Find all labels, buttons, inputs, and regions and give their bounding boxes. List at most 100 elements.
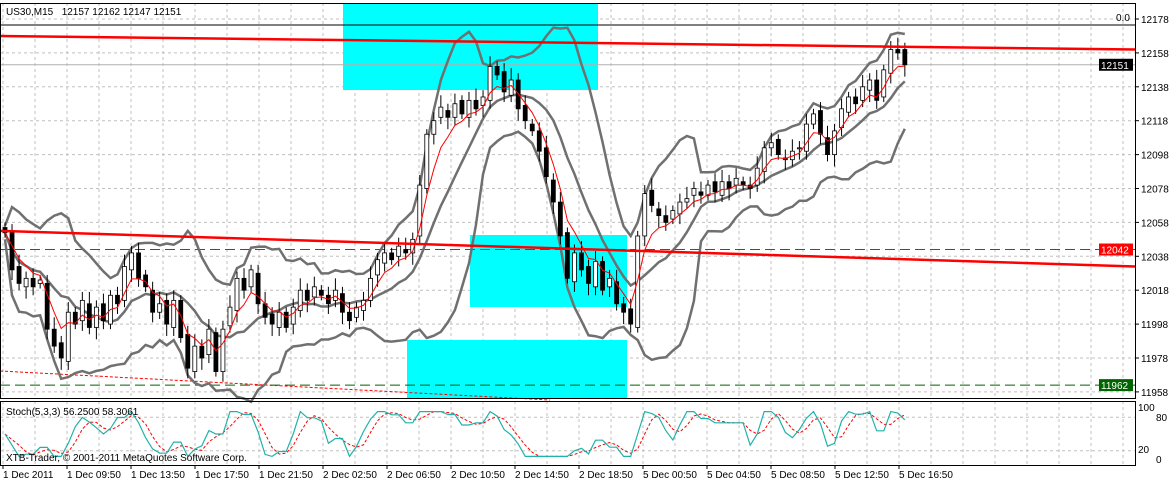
highlight-zone bbox=[407, 340, 627, 398]
candle-body bbox=[452, 103, 458, 118]
candle-body bbox=[895, 49, 901, 54]
candle-body bbox=[129, 252, 134, 271]
candle-body bbox=[874, 79, 880, 101]
candle-body bbox=[438, 106, 444, 118]
price-tick-label: 12058 bbox=[1141, 218, 1169, 229]
candle-body bbox=[494, 66, 500, 76]
candle-body bbox=[93, 306, 99, 328]
candle-body bbox=[860, 86, 866, 101]
candle-body bbox=[220, 328, 226, 372]
candle-body bbox=[16, 266, 22, 284]
candle-body bbox=[712, 181, 718, 193]
candle-body bbox=[403, 249, 409, 254]
candle-body bbox=[227, 306, 233, 327]
candle-body bbox=[832, 130, 837, 155]
time-tick-label: 2 Dec 02:50 bbox=[323, 470, 377, 481]
candle-body bbox=[431, 120, 437, 135]
price-tick-label: 12038 bbox=[1141, 252, 1169, 263]
price-tick-label: 12098 bbox=[1141, 151, 1169, 162]
candle-body bbox=[459, 99, 465, 115]
candle-body bbox=[44, 283, 50, 330]
candle-body bbox=[501, 71, 507, 93]
time-tick-label: 5 Dec 16:50 bbox=[899, 470, 953, 481]
candle-body bbox=[572, 252, 577, 283]
price-tag-label: 11962 bbox=[1101, 381, 1129, 392]
stoch-label: Stoch(5,3,3) 56.2500 58.3061 bbox=[6, 407, 139, 418]
candle-body bbox=[417, 184, 423, 237]
candle-body bbox=[283, 311, 289, 328]
price-tick-label: 12158 bbox=[1141, 49, 1169, 60]
candle-body bbox=[600, 260, 605, 291]
bollinger-upper bbox=[3, 26, 906, 287]
candle-body bbox=[157, 303, 163, 313]
candle-body bbox=[614, 281, 620, 305]
price-tag-label: 12151 bbox=[1101, 61, 1129, 72]
candle-body bbox=[51, 328, 57, 347]
candle-body bbox=[136, 252, 141, 279]
candle-body bbox=[234, 277, 240, 311]
price-tick-label: 12138 bbox=[1141, 83, 1169, 94]
candle-body bbox=[9, 232, 15, 271]
symbol-label: US30,M15 bbox=[6, 7, 54, 18]
candle-body bbox=[607, 277, 612, 288]
candle-body bbox=[649, 189, 655, 206]
time-tick-label: 1 Dec 09:50 bbox=[67, 470, 121, 481]
candle-body bbox=[853, 96, 859, 105]
candle-body bbox=[888, 49, 894, 74]
candle-body bbox=[565, 232, 570, 279]
time-tick-label: 5 Dec 00:50 bbox=[643, 470, 697, 481]
candle-body bbox=[354, 306, 359, 318]
fibo-label: 0.0 bbox=[1116, 13, 1130, 24]
candle-body bbox=[58, 342, 64, 359]
candle-body bbox=[382, 252, 388, 264]
trendlines bbox=[0, 34, 1136, 268]
stoch-level-label: 20 bbox=[1138, 445, 1150, 456]
candle-body bbox=[424, 133, 430, 189]
candle-body bbox=[579, 252, 584, 271]
candle-body bbox=[550, 179, 556, 203]
candle-body bbox=[248, 269, 254, 288]
candle-body bbox=[726, 181, 732, 189]
price-tag bbox=[1099, 58, 1133, 71]
candle-body bbox=[804, 123, 809, 152]
candle-body bbox=[480, 96, 486, 106]
candle-body bbox=[255, 272, 261, 305]
time-tick-label: 2 Dec 10:50 bbox=[451, 470, 505, 481]
candle-body bbox=[396, 245, 402, 257]
stoch-main-line bbox=[4, 410, 906, 458]
candle-body bbox=[522, 105, 528, 122]
price-tick-label: 11978 bbox=[1141, 354, 1169, 365]
candle-body bbox=[705, 184, 711, 196]
candle-body bbox=[628, 308, 634, 325]
candle-body bbox=[867, 79, 873, 91]
price-tag-label: 12042 bbox=[1101, 246, 1129, 257]
candle-body bbox=[115, 294, 120, 305]
price-tick-label: 11998 bbox=[1141, 320, 1169, 331]
price-tick-label: 12018 bbox=[1141, 286, 1169, 297]
time-tick-label: 1 Dec 13:50 bbox=[131, 470, 185, 481]
stoch-level-label: 80 bbox=[1156, 413, 1168, 424]
moving-average-line bbox=[4, 65, 905, 352]
candle-body bbox=[150, 289, 156, 313]
candle-body bbox=[740, 181, 746, 186]
price-tick-label: 12178 bbox=[1141, 15, 1169, 26]
candle-body bbox=[733, 177, 739, 186]
candle-body bbox=[529, 123, 535, 132]
trendline-2 bbox=[0, 229, 1136, 268]
price-tag bbox=[1099, 379, 1133, 392]
candle-body bbox=[642, 193, 648, 237]
candle-body bbox=[811, 113, 816, 125]
candle-body bbox=[185, 333, 191, 369]
candle-body bbox=[902, 49, 908, 66]
candle-body bbox=[775, 138, 781, 156]
price-tick-label: 12118 bbox=[1141, 117, 1169, 128]
candle-body bbox=[796, 147, 802, 150]
candle-body bbox=[79, 299, 85, 322]
candle-body bbox=[389, 252, 395, 261]
time-tick-label: 2 Dec 06:50 bbox=[387, 470, 441, 481]
candle-body bbox=[818, 110, 823, 135]
stoch-level-label: 0 bbox=[1156, 455, 1162, 466]
candle-body bbox=[677, 201, 683, 215]
